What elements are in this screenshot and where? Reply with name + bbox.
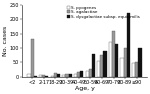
Bar xyxy=(69,74,72,77)
Bar xyxy=(92,54,95,77)
Bar xyxy=(138,48,141,77)
X-axis label: Age, y: Age, y xyxy=(75,86,94,91)
Bar xyxy=(120,58,124,77)
Bar xyxy=(132,63,135,77)
Bar xyxy=(89,69,92,77)
Bar xyxy=(45,76,48,77)
Bar xyxy=(124,48,127,77)
Bar xyxy=(103,51,107,77)
Bar xyxy=(34,76,37,77)
Bar xyxy=(51,76,54,77)
Bar xyxy=(42,75,45,77)
Legend: S. pyogenes, S. agalactiae, S. dysgalactiae subsp. equisimilis: S. pyogenes, S. agalactiae, S. dysgalact… xyxy=(66,5,140,19)
Bar xyxy=(27,74,31,77)
Bar xyxy=(77,72,80,77)
Bar xyxy=(115,44,118,77)
Bar xyxy=(127,13,130,77)
Bar xyxy=(112,31,115,77)
Bar xyxy=(135,62,138,77)
Bar xyxy=(39,75,42,77)
Bar xyxy=(65,74,69,77)
Bar xyxy=(86,71,89,77)
Bar xyxy=(80,71,83,77)
Bar xyxy=(97,61,100,77)
Y-axis label: No. cases: No. cases xyxy=(3,26,8,56)
Bar xyxy=(74,74,77,77)
Bar xyxy=(62,75,65,77)
Bar xyxy=(100,55,104,77)
Bar xyxy=(31,39,34,77)
Bar xyxy=(54,73,57,77)
Bar xyxy=(109,42,112,77)
Bar xyxy=(57,74,60,77)
